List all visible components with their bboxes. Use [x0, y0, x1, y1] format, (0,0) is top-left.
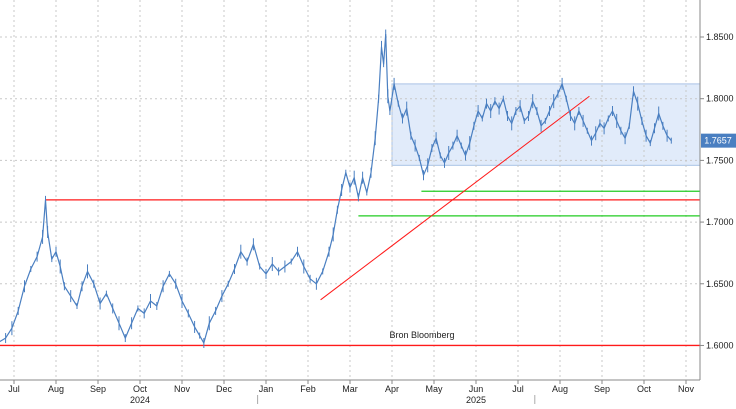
level-lines-layer — [0, 95, 700, 347]
y-tick-label: 1.7000 — [706, 217, 734, 227]
x-tick-label: Oct — [637, 384, 652, 394]
series-line — [0, 33, 672, 344]
range-box — [391, 83, 701, 166]
x-tick-label: Feb — [300, 384, 316, 394]
last-value-badge — [701, 133, 736, 148]
x-tick-label: Dec — [216, 384, 233, 394]
last-value-label: 1.7657 — [704, 136, 732, 146]
x-tick-label: Oct — [133, 384, 148, 394]
grid-layer — [0, 0, 700, 380]
series-layer — [0, 29, 672, 348]
y-tick-label: 1.8000 — [706, 94, 734, 104]
x-tick-label: Mar — [342, 384, 358, 394]
trend-line — [320, 95, 590, 301]
x-tick-label: May — [425, 384, 443, 394]
year-label: 2024 — [130, 395, 150, 404]
y-tick-label: 1.7500 — [706, 155, 734, 165]
range-box-layer — [391, 83, 701, 166]
x-tick-label: Nov — [174, 384, 191, 394]
source-label: Bron Bloomberg — [389, 330, 454, 340]
x-tick-label: Jun — [469, 384, 484, 394]
x-tick-label: Jul — [8, 384, 20, 394]
y-tick-label: 1.6000 — [706, 340, 734, 350]
x-tick-label: Jan — [259, 384, 274, 394]
x-tick-label: Apr — [385, 384, 399, 394]
year-label: 2025 — [466, 395, 486, 404]
x-tick-label: Sep — [90, 384, 106, 394]
x-tick-label: Nov — [678, 384, 695, 394]
x-tick-label: Jul — [512, 384, 524, 394]
y-tick-label: 1.6500 — [706, 279, 734, 289]
x-tick-label: Sep — [594, 384, 610, 394]
y-tick-label: 1.8500 — [706, 32, 734, 42]
x-tick-label: Aug — [552, 384, 568, 394]
x-tick-label: Aug — [48, 384, 64, 394]
